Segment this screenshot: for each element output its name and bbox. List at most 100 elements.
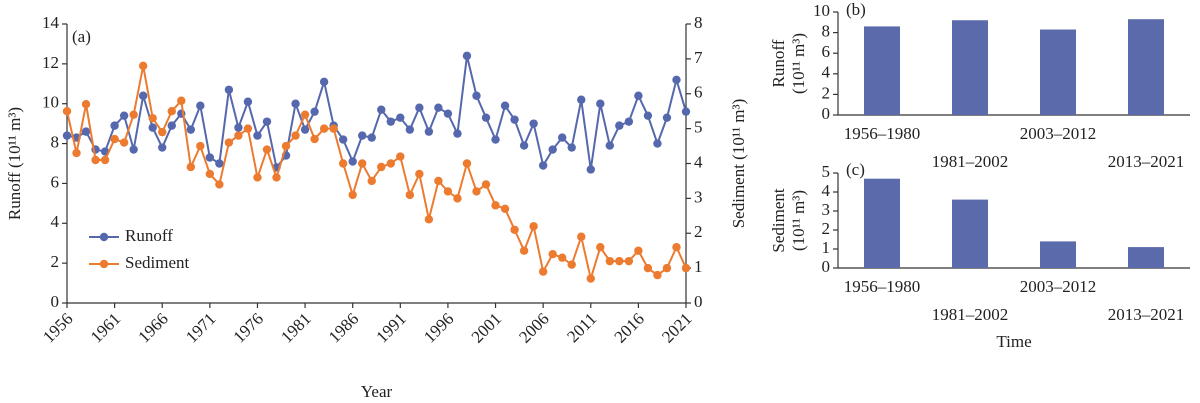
point <box>662 263 672 273</box>
y-tick-label: 6 <box>822 42 831 61</box>
point <box>462 159 472 168</box>
point <box>491 201 500 210</box>
point <box>462 51 472 61</box>
point <box>338 135 348 144</box>
point <box>681 263 691 273</box>
point <box>119 111 129 120</box>
point <box>634 246 643 255</box>
y-tick-label: 2 <box>822 83 831 102</box>
point <box>434 176 443 186</box>
point <box>81 100 91 109</box>
point <box>558 253 567 262</box>
point <box>519 141 529 150</box>
point <box>377 162 386 172</box>
x-tick-label: 2013–2021 <box>1108 152 1185 171</box>
x-tick-label: 1986 <box>325 309 362 346</box>
point <box>643 111 653 120</box>
point <box>386 117 395 126</box>
point <box>272 173 281 182</box>
point <box>319 124 329 133</box>
bar <box>864 26 900 116</box>
point <box>224 138 234 147</box>
point <box>605 141 615 150</box>
x-tick-label: 1966 <box>134 309 171 346</box>
point <box>538 161 548 170</box>
y2-tick-label: 0 <box>694 292 703 311</box>
x-tick-label: 2021 <box>658 309 695 346</box>
x-tick-label: 1956 <box>39 309 76 346</box>
point <box>148 123 157 132</box>
point <box>215 180 224 189</box>
x-tick-label: 2003–2012 <box>1020 277 1097 296</box>
point <box>148 113 157 123</box>
point <box>586 274 595 283</box>
point <box>243 124 253 133</box>
point <box>596 99 605 108</box>
y2-tick-label: 6 <box>694 83 703 102</box>
point <box>129 145 138 154</box>
point <box>91 155 100 165</box>
y-tick-label: 2 <box>51 252 60 271</box>
y-tick-label: 6 <box>51 172 60 191</box>
point <box>396 152 405 161</box>
x-tick-label: 2011 <box>563 309 600 346</box>
point <box>538 267 548 276</box>
point <box>358 159 367 168</box>
point <box>510 225 519 234</box>
point <box>158 143 167 152</box>
point <box>158 127 167 137</box>
point <box>548 145 557 154</box>
y-tick-label: 0 <box>822 257 831 276</box>
y-tick-label: 5 <box>822 162 831 181</box>
point <box>205 169 215 179</box>
point <box>662 113 672 122</box>
point <box>310 134 319 144</box>
x-tick-label: 2016 <box>610 309 647 346</box>
y2-axis-label: Sediment (10¹¹ m³) <box>729 99 748 229</box>
point <box>453 129 462 138</box>
point <box>634 91 643 100</box>
point <box>472 91 481 100</box>
point <box>62 131 72 140</box>
point <box>234 123 243 132</box>
y-tick-label: 10 <box>42 93 59 112</box>
y-tick-label: 8 <box>51 132 60 151</box>
bar <box>864 178 900 268</box>
y-tick-label: 10 <box>813 1 830 20</box>
point <box>262 145 272 154</box>
point <box>624 117 634 126</box>
y-tick-label: 8 <box>822 22 831 41</box>
point <box>281 141 291 151</box>
point <box>605 256 615 266</box>
point <box>567 143 576 152</box>
point <box>100 155 110 165</box>
point <box>138 61 148 71</box>
y-tick-label: 4 <box>51 212 60 231</box>
legend-label: Runoff <box>125 226 173 245</box>
point <box>110 121 119 130</box>
y-tick-label: 0 <box>822 104 831 123</box>
point <box>62 106 72 116</box>
point <box>348 157 357 166</box>
y2-tick-label: 4 <box>694 152 703 171</box>
point <box>491 135 500 144</box>
point <box>186 162 195 172</box>
point <box>415 103 424 112</box>
point <box>300 110 310 119</box>
point <box>243 97 253 106</box>
point <box>653 270 662 280</box>
y2-tick-label: 1 <box>694 257 703 276</box>
point <box>196 141 205 151</box>
y-axis-label: (10¹¹ m³) <box>789 33 808 94</box>
point <box>577 95 586 104</box>
point <box>338 159 348 168</box>
bar <box>1040 241 1076 268</box>
x-tick-label: 2006 <box>515 309 552 346</box>
point <box>253 131 262 140</box>
point <box>405 125 415 134</box>
point <box>224 85 234 94</box>
point <box>558 133 567 142</box>
point <box>548 249 557 259</box>
point <box>519 246 529 255</box>
